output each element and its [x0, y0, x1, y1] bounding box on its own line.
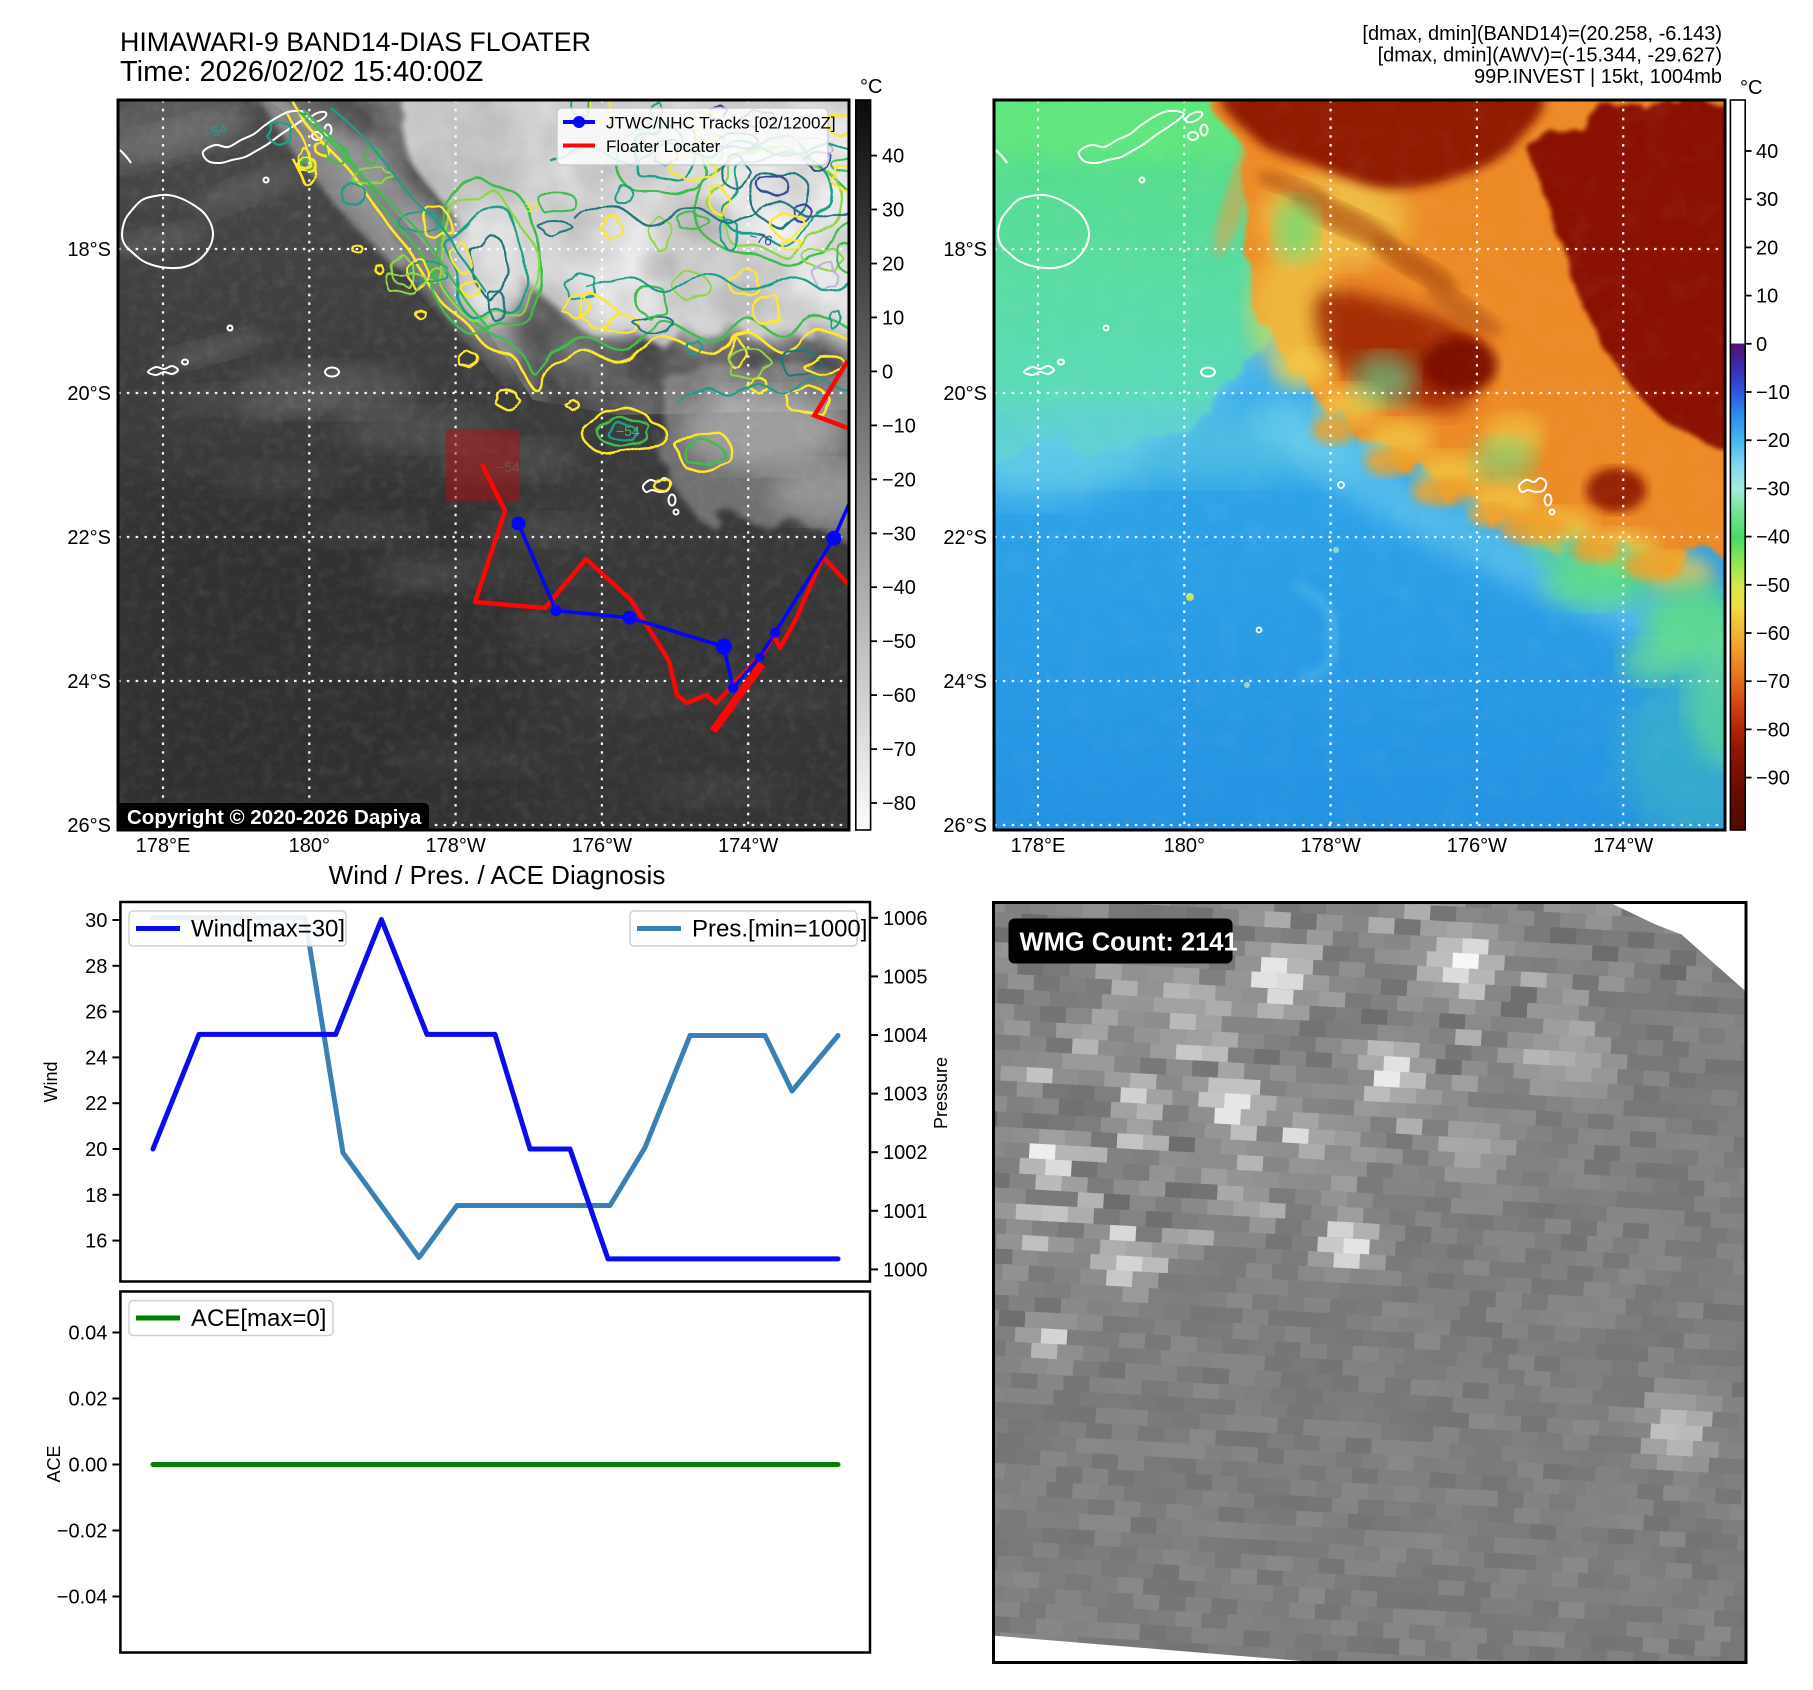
svg-text:26°S: 26°S [67, 815, 111, 837]
svg-text:22°S: 22°S [943, 527, 987, 549]
svg-text:30: 30 [1756, 189, 1778, 211]
svg-text:0.02: 0.02 [68, 1389, 107, 1411]
svg-text:−20: −20 [1756, 430, 1790, 452]
svg-text:Pres.[min=1000]: Pres.[min=1000] [692, 916, 867, 943]
svg-text:−10: −10 [882, 415, 916, 437]
svg-text:20: 20 [1756, 237, 1778, 259]
svg-text:178°E: 178°E [1011, 835, 1066, 857]
svg-text:0.00: 0.00 [68, 1455, 107, 1477]
svg-text:0: 0 [1756, 334, 1767, 356]
svg-text:24: 24 [85, 1047, 107, 1069]
svg-text:1001: 1001 [883, 1201, 928, 1223]
svg-text:−31: −31 [516, 199, 540, 215]
svg-text:−0.04: −0.04 [57, 1587, 108, 1609]
svg-text:−70: −70 [882, 739, 916, 761]
svg-text:174°W: 174°W [1593, 835, 1653, 857]
svg-text:178°E: 178°E [136, 835, 191, 857]
svg-text:[dmax, dmin](AWV)=(-15.344, -2: [dmax, dmin](AWV)=(-15.344, -29.627) [1378, 45, 1722, 67]
svg-text:1006: 1006 [883, 908, 928, 930]
svg-text:1000: 1000 [883, 1259, 928, 1281]
svg-text:−76: −76 [747, 227, 774, 249]
svg-text:Pressure: Pressure [931, 1057, 951, 1129]
svg-text:20°S: 20°S [67, 383, 111, 405]
svg-text:10: 10 [1756, 286, 1778, 308]
svg-text:1004: 1004 [883, 1025, 928, 1047]
svg-text:−40: −40 [1756, 527, 1790, 549]
svg-text:22°S: 22°S [67, 527, 111, 549]
svg-text:−40: −40 [882, 577, 916, 599]
svg-text:−0.02: −0.02 [57, 1521, 108, 1543]
svg-text:26: 26 [85, 1002, 107, 1024]
svg-text:−80: −80 [1756, 719, 1790, 741]
svg-text:26°S: 26°S [943, 815, 987, 837]
svg-text:−54: −54 [616, 423, 640, 439]
svg-text:WMG Count: 2141: WMG Count: 2141 [1020, 929, 1238, 957]
svg-text:HIMAWARI-9 BAND14-DIAS FLOATER: HIMAWARI-9 BAND14-DIAS FLOATER [120, 27, 591, 57]
svg-text:99P.INVEST | 15kt, 1004mb: 99P.INVEST | 15kt, 1004mb [1474, 66, 1722, 88]
svg-text:−50: −50 [882, 631, 916, 653]
svg-text:20°S: 20°S [943, 383, 987, 405]
svg-text:40: 40 [882, 146, 904, 168]
svg-text:−70: −70 [1756, 671, 1790, 693]
svg-text:−54: −54 [202, 120, 230, 143]
svg-text:10: 10 [882, 307, 904, 329]
svg-text:1002: 1002 [883, 1142, 928, 1164]
svg-text:178°W: 178°W [1300, 835, 1360, 857]
svg-text:−30: −30 [1756, 478, 1790, 500]
svg-text:180°: 180° [289, 835, 330, 857]
svg-text:24°S: 24°S [67, 671, 111, 693]
svg-text:18°S: 18°S [67, 239, 111, 261]
svg-text:0.04: 0.04 [68, 1323, 107, 1345]
svg-text:30: 30 [882, 200, 904, 222]
svg-text:176°W: 176°W [1447, 835, 1507, 857]
svg-text:20: 20 [882, 254, 904, 276]
svg-text:ACE[max=0]: ACE[max=0] [191, 1305, 326, 1332]
svg-text:Floater Locater: Floater Locater [606, 137, 721, 156]
svg-text:16: 16 [85, 1231, 107, 1253]
svg-text:°C: °C [860, 76, 882, 98]
svg-text:Wind: Wind [41, 1061, 61, 1102]
svg-text:−80: −80 [882, 793, 916, 815]
svg-text:−10: −10 [1756, 382, 1790, 404]
svg-text:−60: −60 [1756, 623, 1790, 645]
svg-text:−50: −50 [1756, 575, 1790, 597]
svg-text:Wind[max=30]: Wind[max=30] [191, 916, 345, 943]
svg-text:Time: 2026/02/02 15:40:00Z: Time: 2026/02/02 15:40:00Z [120, 56, 483, 88]
svg-text:Wind / Pres. / ACE Diagnosis: Wind / Pres. / ACE Diagnosis [329, 860, 666, 890]
svg-text:°C: °C [1740, 77, 1762, 99]
svg-text:178°W: 178°W [425, 835, 485, 857]
svg-text:−20: −20 [882, 469, 916, 491]
svg-text:1003: 1003 [883, 1084, 928, 1106]
svg-text:1005: 1005 [883, 966, 928, 988]
svg-text:20: 20 [85, 1139, 107, 1161]
svg-text:−30: −30 [882, 523, 916, 545]
svg-text:−90: −90 [1756, 768, 1790, 790]
svg-text:0: 0 [882, 361, 893, 383]
svg-text:JTWC/NHC Tracks [02/1200Z]: JTWC/NHC Tracks [02/1200Z] [606, 114, 836, 133]
svg-text:180°: 180° [1164, 835, 1205, 857]
svg-text:18°S: 18°S [943, 239, 987, 261]
svg-text:24°S: 24°S [943, 671, 987, 693]
svg-text:174°W: 174°W [718, 835, 778, 857]
svg-text:Copyright © 2020-2026 Dapiya: Copyright © 2020-2026 Dapiya [127, 806, 422, 829]
svg-text:28: 28 [85, 956, 107, 978]
svg-text:30: 30 [85, 910, 107, 932]
svg-text:22: 22 [85, 1093, 107, 1115]
svg-text:ACE: ACE [44, 1445, 64, 1482]
svg-text:−60: −60 [882, 685, 916, 707]
svg-text:40: 40 [1756, 141, 1778, 163]
svg-text:18: 18 [85, 1185, 107, 1207]
svg-text:176°W: 176°W [572, 835, 632, 857]
svg-text:[dmax, dmin](BAND14)=(20.258,: [dmax, dmin](BAND14)=(20.258, -6.143) [1362, 23, 1722, 45]
